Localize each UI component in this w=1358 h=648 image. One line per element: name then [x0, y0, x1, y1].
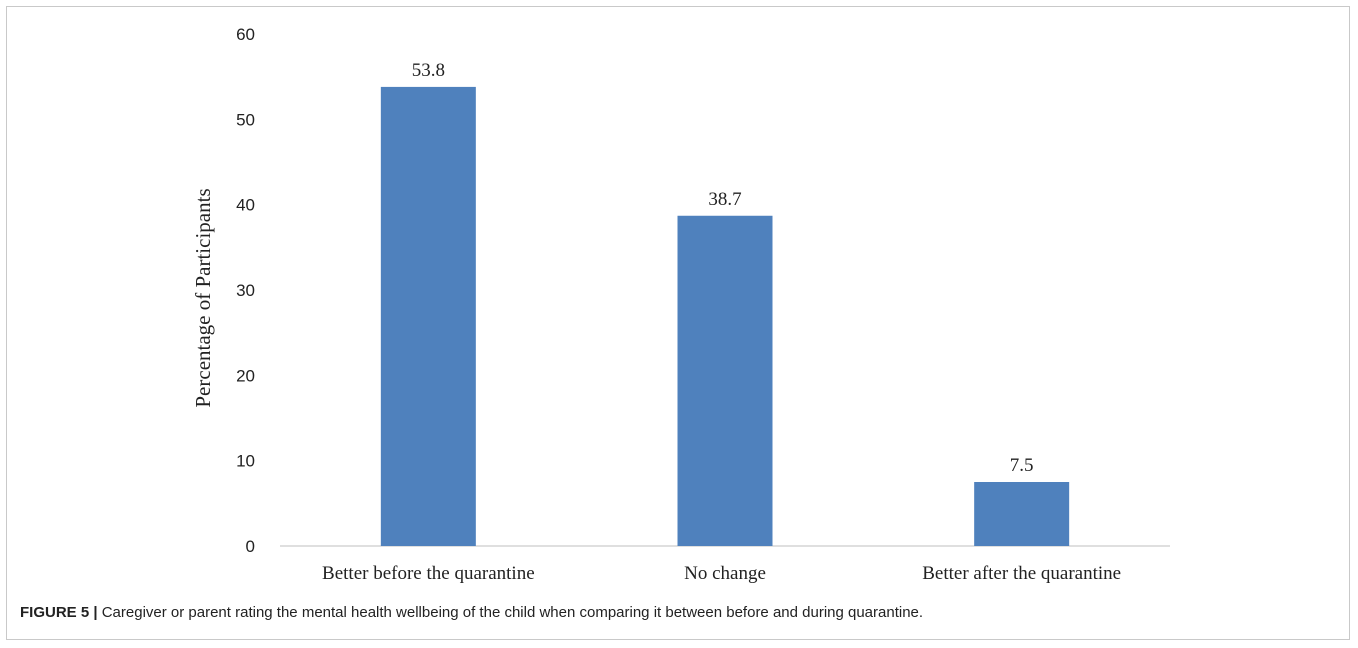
category-labels: Better before the quarantine No change Bet… [322, 563, 1121, 584]
y-tick-label: 40 [236, 196, 255, 215]
category-label: No change [684, 563, 766, 584]
data-label: 38.7 [708, 189, 741, 210]
y-axis-label: Percentage of Participants [191, 188, 215, 407]
bar [380, 86, 476, 546]
y-tick-label: 10 [236, 452, 255, 471]
bars [380, 86, 1070, 546]
figure-caption-text: Caregiver or parent rating the mental he… [97, 604, 924, 621]
y-tick-label: 0 [246, 537, 255, 556]
figure-caption: FIGURE 5 | Caregiver or parent rating th… [20, 604, 923, 621]
category-label: Better before the quarantine [322, 563, 535, 584]
bar [974, 482, 1070, 546]
y-tick-label: 50 [236, 110, 255, 129]
category-label: Better after the quarantine [922, 563, 1121, 584]
data-label: 53.8 [412, 60, 445, 81]
y-tick-label: 60 [236, 25, 255, 44]
y-tick-label: 30 [236, 281, 255, 300]
y-axis-ticks: 0 10 20 30 40 50 60 [236, 25, 255, 556]
data-label: 7.5 [1010, 455, 1034, 476]
bar-chart: 0 10 20 30 40 50 60 53.8 38.7 7.5 Better before … [191, 25, 1170, 584]
bar [677, 215, 773, 546]
y-tick-label: 20 [236, 366, 255, 385]
figure-caption-label: FIGURE 5 | [20, 604, 98, 621]
data-labels: 53.8 38.7 7.5 [412, 60, 1034, 476]
